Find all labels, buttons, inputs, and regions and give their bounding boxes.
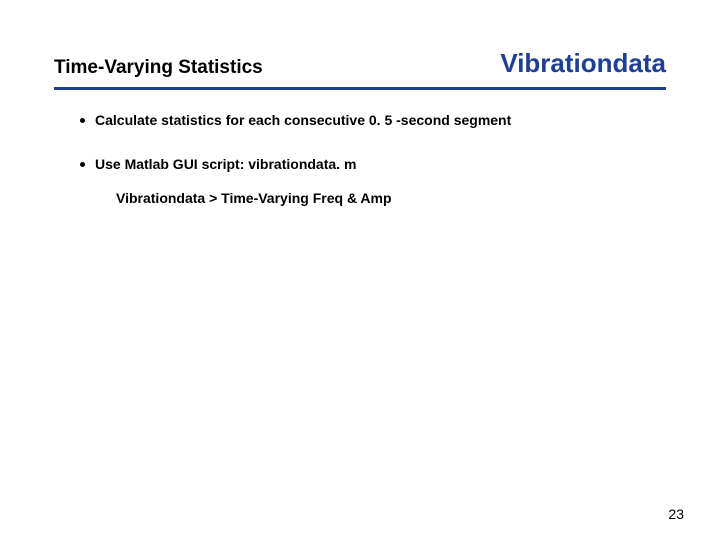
- slide-title-right: Vibrationdata: [500, 48, 666, 79]
- bullet-text: Use Matlab GUI script: vibrationdata. m: [95, 156, 356, 172]
- header-rule: [54, 87, 666, 90]
- slide-body: Calculate statistics for each consecutiv…: [80, 112, 640, 206]
- bullet-dot-icon: [80, 162, 85, 167]
- page-number: 23: [668, 506, 684, 522]
- slide: Time-Varying Statistics Vibrationdata Ca…: [0, 0, 720, 540]
- indent-line: Vibrationdata > Time-Varying Freq & Amp: [116, 190, 640, 206]
- bullet-text: Calculate statistics for each consecutiv…: [95, 112, 511, 128]
- bullet-item: Use Matlab GUI script: vibrationdata. m: [80, 156, 640, 172]
- slide-header: Time-Varying Statistics Vibrationdata: [54, 48, 666, 90]
- bullet-dot-icon: [80, 118, 85, 123]
- header-row: Time-Varying Statistics Vibrationdata: [54, 48, 666, 79]
- bullet-item: Calculate statistics for each consecutiv…: [80, 112, 640, 128]
- slide-title-left: Time-Varying Statistics: [54, 57, 263, 79]
